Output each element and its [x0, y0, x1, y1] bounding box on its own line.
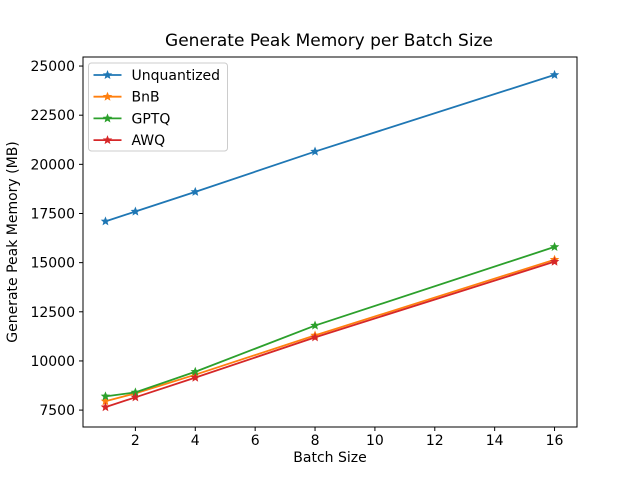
x-axis-tick-label: 8 — [311, 433, 320, 449]
legend: Unquantized BnB GPTQ AWQ — [88, 62, 228, 152]
y-axis-tick-label: 7500 — [39, 403, 75, 419]
y-axis-tick-label: 10000 — [30, 354, 75, 370]
y-axis-tick-label: 20000 — [30, 157, 75, 173]
data-point-marker — [310, 320, 320, 330]
legend-label: Unquantized — [132, 68, 221, 84]
data-point-marker — [100, 391, 111, 401]
data-point-marker — [549, 256, 560, 266]
x-axis-tick-label: 12 — [426, 433, 444, 449]
x-axis-tick-label: 16 — [546, 433, 564, 449]
data-point-marker — [100, 402, 111, 412]
y-axis-tick-label: 17500 — [30, 206, 75, 222]
legend-marker — [102, 113, 113, 123]
x-axis-tick-label: 14 — [486, 433, 504, 449]
data-point-marker — [190, 366, 201, 376]
data-point-marker — [549, 69, 560, 79]
legend-label: BnB — [132, 90, 160, 106]
data-point-marker — [130, 206, 141, 216]
legend-item: BnB — [93, 90, 160, 106]
x-axis-tick-label: 4 — [191, 433, 200, 449]
legend-item: GPTQ — [93, 111, 171, 127]
legend-marker — [102, 135, 113, 145]
legend-label: GPTQ — [132, 111, 171, 127]
y-axis-tick-label: 15000 — [30, 256, 75, 272]
legend-item: AWQ — [93, 133, 166, 149]
x-axis-tick-label: 2 — [131, 433, 140, 449]
y-axis-tick-label: 12500 — [30, 305, 75, 321]
legend-label: AWQ — [132, 133, 166, 149]
data-point-marker — [100, 396, 111, 406]
data-point-marker — [549, 241, 560, 251]
legend-marker — [102, 70, 113, 80]
y-axis-tick-label: 22500 — [30, 108, 75, 124]
chart-title: Generate Peak Memory per Batch Size — [165, 31, 493, 51]
data-point-marker — [130, 387, 141, 397]
x-axis-tick-label: 6 — [251, 433, 260, 449]
data-point-marker — [310, 146, 320, 156]
legend-item: Unquantized — [93, 68, 221, 84]
data-point-marker — [130, 392, 141, 402]
legend-box — [88, 62, 228, 152]
legend-marker — [102, 91, 113, 101]
y-axis-tick-label: 25000 — [30, 59, 75, 75]
data-point-marker — [310, 332, 320, 342]
data-point-marker — [190, 186, 201, 196]
data-point-marker — [190, 372, 201, 382]
y-axis-label: Generate Peak Memory (MB) — [5, 141, 21, 343]
x-axis-tick-label: 10 — [366, 433, 384, 449]
x-axis-label: Batch Size — [293, 450, 366, 466]
data-point-marker — [100, 216, 111, 226]
